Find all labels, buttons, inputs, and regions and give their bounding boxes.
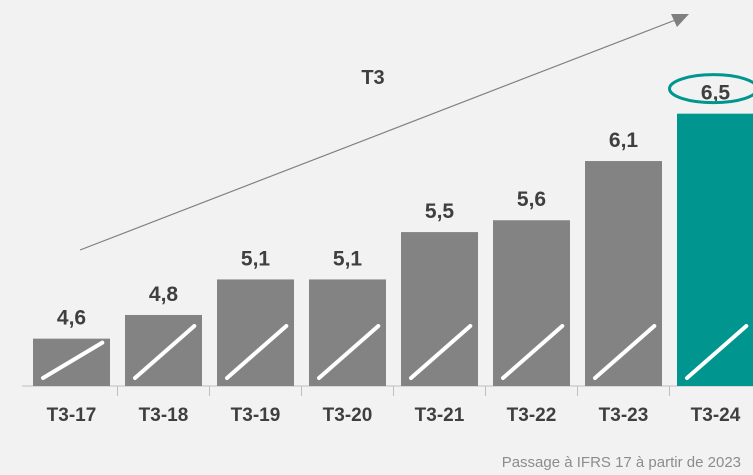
axis-break-stroke xyxy=(133,324,197,380)
axis-break-stroke xyxy=(317,324,381,380)
value-label: 6,1 xyxy=(609,129,639,152)
x-tick-label: T3-24 xyxy=(691,405,741,426)
arrow-up-right-icon xyxy=(671,14,689,27)
bar-group: 5,5 T3-21 xyxy=(401,200,478,426)
bar xyxy=(677,113,753,387)
axis-break-stroke xyxy=(593,324,657,380)
x-tick-label: T3-18 xyxy=(139,405,189,426)
bar-group: 5,1 T3-20 xyxy=(309,247,386,426)
x-tick-label: T3-19 xyxy=(231,405,281,426)
x-tick-label: T3-21 xyxy=(415,405,465,426)
trend-arrow-line xyxy=(79,18,679,251)
bar-group: 5,1 T3-19 xyxy=(217,247,294,426)
bar xyxy=(585,161,662,386)
trend-label: T3 xyxy=(361,67,384,89)
value-label: 5,1 xyxy=(333,247,363,270)
ellipse-circle-icon xyxy=(668,73,753,105)
bar-group: 6,5 T3-24 xyxy=(677,82,753,426)
bar xyxy=(493,220,570,386)
axis-break-stroke xyxy=(409,324,473,380)
overlay-group: T3 xyxy=(79,14,753,251)
footnote: Passage à IFRS 17 à partir de 2023 xyxy=(501,454,741,471)
value-label: 5,5 xyxy=(425,200,455,223)
value-label: 4,8 xyxy=(149,283,179,306)
x-tick-label: T3-23 xyxy=(599,405,649,426)
bar xyxy=(309,279,386,386)
bar xyxy=(401,232,478,386)
axis-break-stroke xyxy=(225,324,289,380)
bar-group: 4,8 T3-18 xyxy=(125,283,202,426)
bar-group: 6,1 T3-23 xyxy=(585,129,662,426)
axis-break-stroke xyxy=(41,340,105,380)
bar-group: 4,6 T3-17 xyxy=(33,307,110,426)
axis-break-stroke xyxy=(501,324,565,380)
bars-group: 4,6 T3-17 4,8 T3-18 5,1 T3-19 5,1 T3-20 5,5 T3-21… xyxy=(22,82,753,426)
value-label: 5,1 xyxy=(241,247,271,270)
x-tick-label: T3-22 xyxy=(507,405,557,426)
value-label: 4,6 xyxy=(57,307,86,330)
value-label: 5,6 xyxy=(517,188,546,211)
axis-break-stroke xyxy=(685,324,749,380)
bar-group: 5,6 T3-22 xyxy=(493,188,570,426)
x-tick-label: T3-20 xyxy=(323,405,373,426)
bar xyxy=(217,279,294,386)
value-label: 6,5 xyxy=(701,82,731,105)
x-tick-label: T3-17 xyxy=(47,405,97,426)
